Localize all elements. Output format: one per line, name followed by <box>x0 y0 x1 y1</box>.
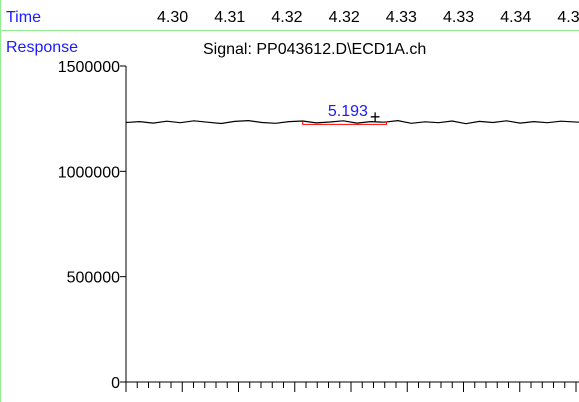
y-tick-label: 500000 <box>67 270 120 287</box>
x-top-tick-label: 4.34 <box>557 9 579 26</box>
x-top-tick-label: 4.34 <box>500 9 531 26</box>
x-top-tick-label: 4.33 <box>386 9 417 26</box>
x-top-tick-label: 4.33 <box>443 9 474 26</box>
y-axis: 0 500000 1000000 1500000 <box>58 59 127 392</box>
y-tick-label: 1000000 <box>58 164 120 181</box>
x-axis-top-ticks: 4.30 4.31 4.32 4.32 4.33 4.33 4.34 4.34 <box>157 9 579 26</box>
peak-label: 5.193 <box>328 103 368 120</box>
x-top-tick-label: 4.30 <box>157 9 188 26</box>
signal-trace <box>125 119 579 125</box>
y-tick-label: 0 <box>111 375 120 392</box>
x-top-tick-label: 4.32 <box>329 9 360 26</box>
x-axis-label: Time <box>6 9 41 26</box>
peak-baseline <box>302 121 387 125</box>
x-axis <box>125 381 579 392</box>
x-top-tick-label: 4.32 <box>271 9 302 26</box>
chart-title: Signal: PP043612.D\ECD1A.ch <box>203 41 426 58</box>
plot-area: 5.193 + <box>125 103 579 127</box>
y-tick-label: 1500000 <box>58 59 120 76</box>
crosshair-marker: + <box>370 107 381 127</box>
x-top-tick-label: 4.31 <box>214 9 245 26</box>
y-axis-label: Response <box>6 39 78 56</box>
